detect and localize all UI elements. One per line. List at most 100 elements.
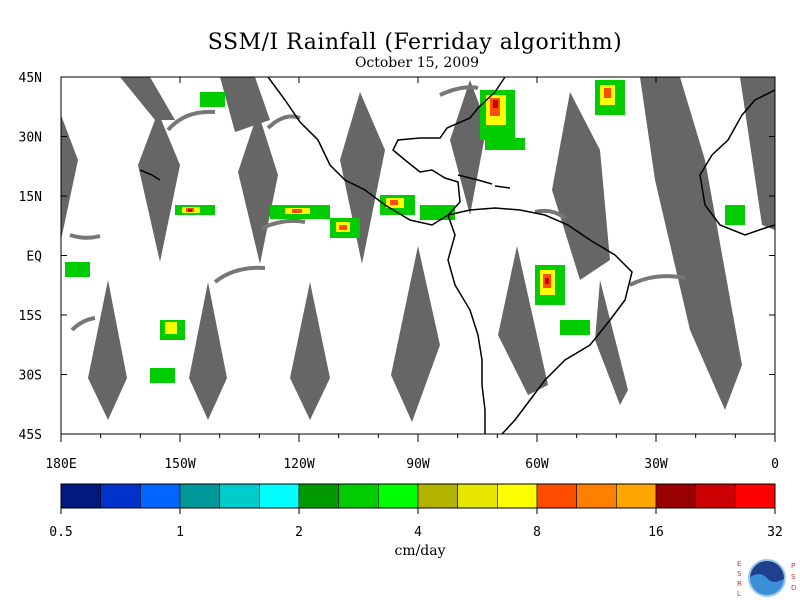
rain-patch [485,138,525,150]
swath-edge [166,109,216,132]
colorbar-label: 8 [533,525,541,540]
colorbar-swatch [259,483,300,509]
africa-coast [699,89,776,236]
longitude-label: 150W [164,457,195,472]
map-date: October 15, 2009 [354,55,480,71]
colorbar-swatch [378,483,419,509]
swath [238,112,278,264]
colorbar-swatch [338,483,379,509]
colorbar-swatch [100,483,141,509]
logo-letter: D [791,584,796,592]
rain-patch [390,200,398,205]
colorbar-swatch [616,483,657,509]
swath-edge [213,265,266,284]
longitude-label: 30W [644,457,668,472]
swath-edge [70,316,96,332]
colorbar [60,483,776,509]
swath-edge [261,218,306,230]
swath [740,77,775,230]
colorbar-swatch [655,483,696,509]
swath-edge [439,85,479,97]
rain-patch [604,88,611,98]
swath [655,160,742,410]
logo-letter: L [737,590,741,598]
colorbar-label: 1 [176,525,184,540]
colorbar-swatch [695,483,736,509]
longitude-label: 60W [525,457,549,472]
colorbar-swatch [179,483,220,509]
swath [391,246,440,422]
colorbar-swatch [497,483,538,509]
colorbar-swatch [298,483,339,509]
island-chain [139,169,161,181]
axis-ticks [60,76,776,442]
swath [595,280,628,405]
longitude-label: 0 [771,457,779,472]
swath [61,115,78,240]
swath [498,246,548,395]
colorbar-label: 16 [648,525,664,540]
rain-patch [65,262,90,277]
latitude-label: 30N [19,131,42,146]
colorbar-swatch [735,483,776,509]
swath [120,77,175,120]
logo-right-letters: PSD [791,562,796,592]
swath [88,280,127,420]
swath-edge [69,233,101,240]
logo-letter: R [737,580,742,588]
map-title: SSM/I Rainfall (Ferriday algorithm) [207,30,623,55]
latitude-label: 45S [19,428,42,443]
swath [290,282,330,420]
longitude-label: 120W [283,457,314,472]
colorbar-swatch [457,483,498,509]
north-america-coast [267,76,506,226]
latitude-label: EQ [26,250,42,265]
south-america-east-coast [447,207,633,435]
rainfall-patches [65,80,745,383]
swath [340,92,385,264]
logo-letter: S [737,570,742,578]
longitude-label: 90W [406,457,430,472]
noaa-wave-icon [749,574,785,596]
longitude-labels: 180E 150W 120W 90W 60W 30W 0 [45,457,779,472]
colorbar-swatch [417,483,458,509]
colorbar-swatch [140,483,181,509]
south-america-west-coast [447,214,486,434]
latitude-label: 15N [19,190,42,205]
rain-patch [545,278,549,284]
colorbar-label: 4 [414,525,422,540]
latitude-labels: 45N 30N 15N EQ 15S 30S 45S [19,71,43,443]
colorbar-labels: 0.5 1 2 4 8 16 32 [49,508,783,540]
logo-letter: P [791,562,795,570]
missing-data-swaths [61,77,775,422]
colorbar-swatch [576,483,617,509]
swath [138,112,180,262]
logo-letter: E [737,560,741,568]
hispaniola-coast [494,185,511,189]
rain-patch [200,92,225,107]
rain-patch [150,368,175,383]
latitude-label: 15S [19,309,42,324]
rain-patch [493,100,498,108]
noaa-ring-icon [748,559,786,597]
colorbar-label: 32 [767,525,783,540]
colorbar-swatch [536,483,577,509]
longitude-label: 180E [45,457,76,472]
latitude-label: 30S [19,369,42,384]
swath-edge [629,274,686,287]
colorbar-label: 2 [295,525,303,540]
logo-letter: S [791,573,796,581]
rain-patch [339,225,347,230]
cuba-coast [457,174,493,185]
rain-patch [560,320,590,335]
colorbar-units: cm/day [394,543,446,559]
colorbar-swatch [60,483,101,509]
rain-patch [292,209,302,213]
latitude-label: 45N [19,71,42,86]
swath [189,282,227,420]
coastlines [139,76,776,435]
colorbar-swatch [219,483,260,509]
